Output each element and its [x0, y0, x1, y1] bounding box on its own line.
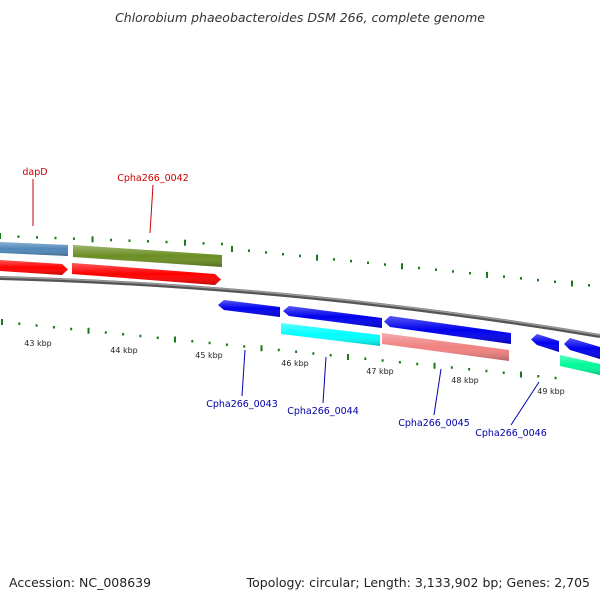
leader-line — [241, 349, 246, 397]
gene-label: dapD — [22, 167, 47, 178]
leader-line — [433, 368, 442, 416]
gene-shading — [531, 334, 559, 352]
scale-label: 44 kbp — [110, 346, 138, 355]
scale-label: 48 kbp — [451, 376, 479, 385]
gene-label: Cpha266_0046 — [475, 428, 547, 439]
gene-shading — [218, 300, 280, 317]
gene-shading — [0, 260, 68, 275]
accession-text: Accession: NC_008639 — [9, 575, 152, 590]
gene-shading — [384, 316, 511, 344]
scale-label: 43 kbp — [24, 339, 52, 348]
leader-line — [322, 356, 327, 404]
gene-shading — [72, 263, 221, 285]
gene-shading — [0, 242, 68, 256]
scale-label: 46 kbp — [281, 359, 309, 368]
gene-label: Cpha266_0044 — [287, 406, 359, 417]
gene-label: Cpha266_0045 — [398, 418, 470, 429]
gene-shading — [281, 323, 380, 346]
leader-line — [149, 184, 154, 234]
gene-shading — [382, 333, 509, 361]
map-title: Chlorobium phaeobacteroides DSM 266, com… — [115, 10, 485, 25]
gene-label: Cpha266_0043 — [206, 399, 278, 410]
genome-summary-text: Topology: circular; Length: 3,133,902 bp… — [246, 575, 590, 590]
gene-shading — [560, 355, 600, 375]
gene-shading — [73, 245, 222, 267]
backbone-highlight — [0, 276, 600, 336]
scale-label: 45 kbp — [195, 351, 223, 360]
leader-line — [510, 381, 540, 426]
gene-label: Cpha266_0042 — [117, 173, 189, 184]
gene-shading — [564, 338, 600, 359]
scale-label: 47 kbp — [366, 367, 394, 376]
backbone-arc — [0, 276, 600, 338]
gene-shading — [283, 306, 382, 328]
scale-label: 49 kbp — [537, 387, 565, 396]
